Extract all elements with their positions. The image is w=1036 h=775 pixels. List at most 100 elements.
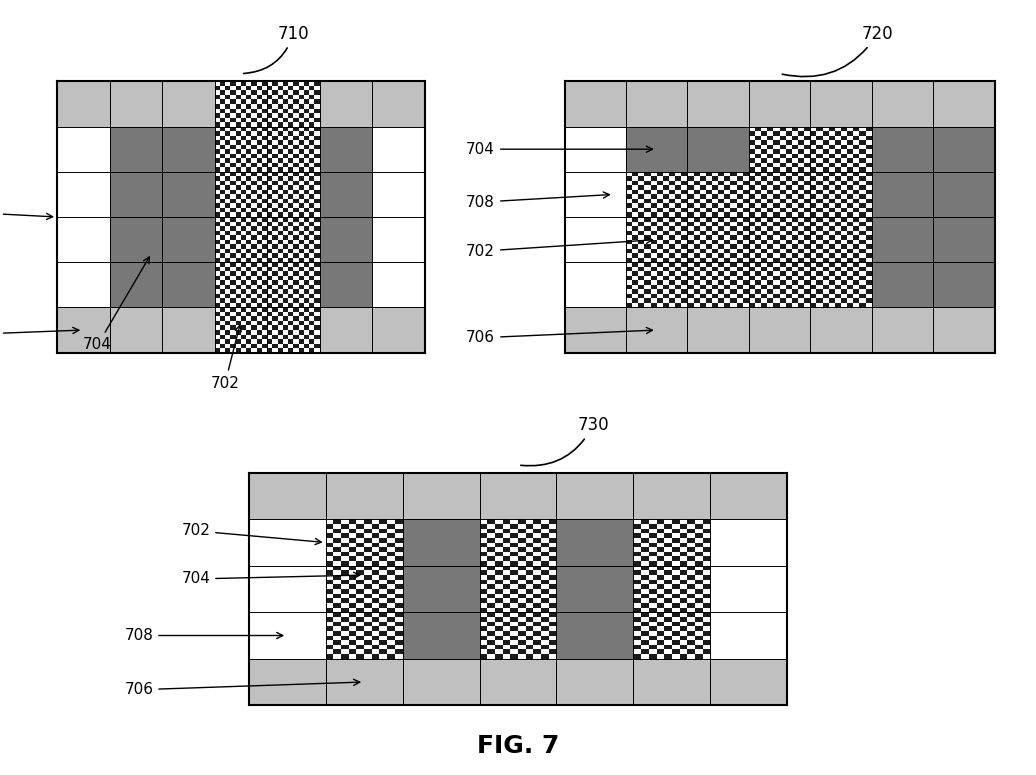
Bar (626, 195, 632, 199)
Bar (262, 235, 267, 239)
Bar (325, 640, 334, 645)
Bar (220, 118, 225, 122)
Bar (387, 580, 395, 584)
Bar (325, 631, 334, 635)
Bar (304, 208, 309, 212)
Bar (854, 298, 860, 303)
Bar (695, 519, 702, 524)
Bar (372, 603, 379, 608)
Bar (565, 217, 626, 262)
Bar (823, 149, 829, 153)
Bar (695, 608, 702, 612)
Bar (247, 226, 252, 230)
Bar (309, 226, 315, 230)
Bar (798, 149, 804, 153)
Bar (774, 281, 779, 284)
Bar (854, 217, 860, 222)
Bar (774, 271, 779, 276)
Bar (235, 81, 240, 86)
Bar (235, 185, 240, 190)
Bar (774, 190, 779, 195)
Bar (657, 570, 664, 575)
Bar (267, 99, 272, 104)
Bar (304, 99, 309, 104)
Bar (247, 163, 252, 167)
Bar (304, 298, 309, 303)
Bar (525, 612, 534, 617)
Bar (288, 140, 293, 145)
Bar (761, 181, 768, 185)
Bar (761, 136, 768, 140)
Bar (278, 339, 283, 343)
Bar (356, 654, 364, 659)
Bar (641, 566, 649, 570)
Bar (315, 167, 320, 172)
Bar (288, 217, 293, 222)
Bar (657, 190, 663, 195)
Bar (278, 149, 283, 153)
Bar (649, 603, 657, 608)
Bar (761, 140, 768, 145)
Bar (262, 131, 267, 136)
Bar (252, 217, 257, 222)
Bar (682, 172, 688, 177)
Bar (835, 208, 841, 212)
Bar (230, 158, 235, 163)
Bar (325, 594, 334, 598)
Bar (298, 172, 304, 177)
Bar (334, 524, 341, 529)
Bar (724, 177, 730, 181)
Bar (823, 281, 829, 284)
Bar (792, 136, 798, 140)
Bar (675, 298, 682, 303)
Bar (341, 542, 349, 547)
Bar (847, 230, 854, 235)
Bar (706, 249, 712, 253)
Bar (252, 99, 257, 104)
Bar (712, 190, 718, 195)
Bar (675, 230, 682, 235)
Bar (866, 153, 871, 158)
Bar (315, 230, 320, 235)
Bar (657, 262, 663, 267)
Bar (823, 167, 829, 172)
Bar (810, 289, 816, 294)
Bar (695, 622, 702, 626)
Bar (774, 298, 779, 303)
Bar (816, 167, 823, 172)
Bar (549, 570, 556, 575)
Bar (309, 303, 315, 308)
Bar (641, 626, 649, 631)
Bar (672, 524, 680, 529)
Bar (549, 598, 556, 603)
Bar (309, 339, 315, 343)
Bar (225, 91, 230, 95)
Bar (798, 281, 804, 284)
Bar (633, 547, 641, 552)
Bar (682, 181, 688, 185)
Bar (768, 276, 774, 281)
Bar (792, 226, 798, 230)
Bar (829, 226, 835, 230)
Bar (706, 281, 712, 284)
Bar (288, 257, 293, 262)
Bar (334, 580, 341, 584)
Bar (743, 217, 749, 222)
Bar (225, 343, 230, 348)
Bar (283, 249, 288, 253)
Bar (257, 308, 262, 312)
Bar (768, 222, 774, 226)
Bar (293, 95, 298, 99)
Bar (785, 298, 792, 303)
Bar (298, 284, 304, 289)
Bar (252, 235, 257, 239)
Bar (309, 316, 315, 321)
Bar (860, 235, 865, 239)
Bar (315, 203, 320, 208)
Bar (267, 257, 272, 262)
Bar (214, 294, 220, 298)
Bar (687, 566, 695, 570)
Bar (835, 177, 841, 181)
Bar (247, 177, 252, 181)
Bar (315, 153, 320, 158)
